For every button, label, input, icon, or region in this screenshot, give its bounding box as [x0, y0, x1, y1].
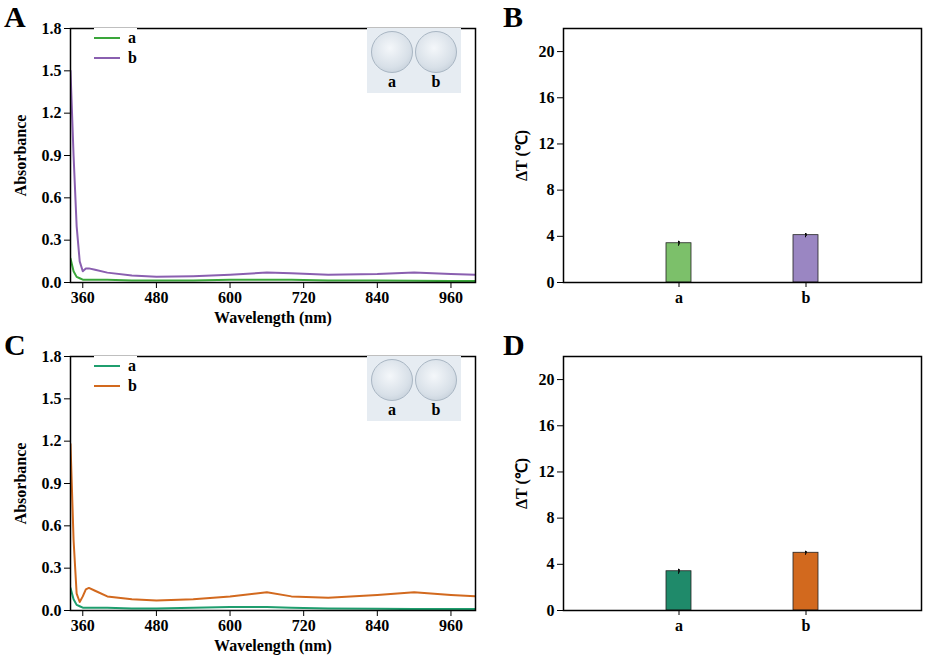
- svg-text:840: 840: [365, 617, 389, 634]
- svg-text:0.0: 0.0: [42, 602, 62, 619]
- html-text:b: b: [431, 73, 441, 90]
- html-text:D: D: [503, 328, 525, 361]
- svg-text:840: 840: [365, 289, 389, 306]
- svg-text:16: 16: [539, 417, 555, 434]
- svg-text:600: 600: [218, 289, 242, 306]
- svg-text:1.5: 1.5: [42, 390, 62, 407]
- svg-text:ΔT (℃): ΔT (℃): [513, 130, 531, 181]
- svg-text:4: 4: [547, 555, 555, 572]
- html-text:b: b: [431, 401, 441, 418]
- svg-text:Absorbance: Absorbance: [12, 115, 29, 197]
- html-text:A: A: [4, 0, 26, 33]
- svg-text:360: 360: [71, 617, 95, 634]
- svg-text:a: a: [675, 617, 683, 634]
- svg-text:0: 0: [547, 602, 555, 619]
- svg-text:0.6: 0.6: [42, 517, 62, 534]
- svg-text:12: 12: [539, 135, 555, 152]
- html-text:a: a: [388, 401, 396, 418]
- svg-text:360: 360: [71, 289, 95, 306]
- svg-text:b: b: [802, 289, 811, 306]
- svg-text:1.5: 1.5: [42, 62, 62, 79]
- svg-text:1.2: 1.2: [42, 104, 62, 121]
- svg-text:480: 480: [144, 289, 168, 306]
- svg-text:a: a: [675, 289, 683, 306]
- html-text:b: b: [128, 377, 137, 394]
- svg-text:8: 8: [547, 181, 555, 198]
- svg-text:720: 720: [292, 617, 316, 634]
- html-text:b: b: [128, 49, 137, 66]
- html-text:a: a: [388, 73, 396, 90]
- svg-text:16: 16: [539, 89, 555, 106]
- svg-text:600: 600: [218, 617, 242, 634]
- svg-text:0.3: 0.3: [42, 559, 62, 576]
- svg-text:0: 0: [547, 274, 555, 291]
- svg-text:4: 4: [547, 227, 555, 244]
- html-text:a: a: [128, 357, 136, 374]
- html-text:a: a: [128, 29, 136, 46]
- svg-text:0.0: 0.0: [42, 274, 62, 291]
- svg-text:b: b: [802, 617, 811, 634]
- svg-text:1.2: 1.2: [42, 432, 62, 449]
- svg-text:0.9: 0.9: [42, 147, 62, 164]
- svg-text:960: 960: [439, 617, 463, 634]
- svg-text:ΔT (℃): ΔT (℃): [513, 458, 531, 509]
- svg-text:0.6: 0.6: [42, 189, 62, 206]
- svg-text:1.8: 1.8: [42, 20, 62, 37]
- svg-text:480: 480: [144, 617, 168, 634]
- svg-text:20: 20: [539, 371, 555, 388]
- svg-text:Wavelength (nm): Wavelength (nm): [214, 309, 332, 327]
- svg-text:0.9: 0.9: [42, 475, 62, 492]
- svg-text:12: 12: [539, 463, 555, 480]
- svg-text:Wavelength (nm): Wavelength (nm): [214, 637, 332, 655]
- html-text:B: B: [503, 0, 523, 33]
- svg-text:20: 20: [539, 43, 555, 60]
- svg-text:1.8: 1.8: [42, 348, 62, 365]
- html-text:C: C: [4, 328, 26, 361]
- svg-text:960: 960: [439, 289, 463, 306]
- svg-text:720: 720: [292, 289, 316, 306]
- svg-text:0.3: 0.3: [42, 231, 62, 248]
- svg-text:8: 8: [547, 509, 555, 526]
- svg-text:Absorbance: Absorbance: [12, 443, 29, 525]
